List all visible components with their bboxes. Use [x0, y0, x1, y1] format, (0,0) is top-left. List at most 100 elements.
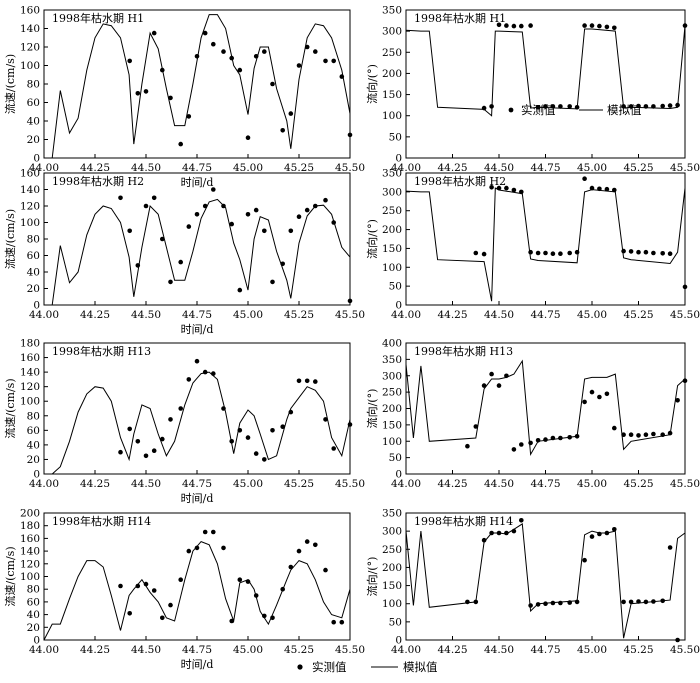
x-tick-label: 45.00	[233, 644, 263, 656]
y-tick-label: 60	[27, 596, 40, 608]
chart-panel-1: 44.00 44.25 44.50 44.75 45.00 45.25 45.50 0 20 40…	[3, 5, 365, 190]
y-tick-label: 160	[20, 533, 40, 545]
y-tick-label: 250	[382, 387, 402, 399]
observed-point	[221, 406, 226, 411]
x-tick-label: 44.50	[131, 478, 161, 490]
x-tick-label: 44.25	[437, 162, 467, 174]
y-tick-label: 80	[27, 234, 40, 246]
y-tick-label: 200	[382, 562, 402, 574]
chart-panel-8: 44.00 44.25 44.50 44.75 45.00 45.25 45.50 0 50 10…	[365, 508, 700, 657]
observed-point	[288, 228, 294, 234]
y-tick-label: 200	[20, 508, 40, 520]
observed-point	[574, 599, 580, 605]
chart-panels: 44.00 44.25 44.50 44.75 45.00 45.25 45.5002040…	[3, 5, 700, 672]
y-tick-label: 50	[389, 616, 402, 628]
observed-point	[331, 446, 337, 451]
plot-frame	[405, 342, 686, 475]
x-tick-label: 44.75	[530, 644, 560, 656]
observed-point	[612, 425, 617, 431]
observed-point	[143, 89, 149, 94]
x-tick-label: 45.00	[577, 644, 607, 656]
observed-point	[535, 105, 541, 110]
x-tick-label: 44.00	[391, 309, 421, 321]
y-tick-label: 50	[389, 452, 402, 464]
observed-point	[504, 373, 509, 379]
x-tick-label: 44.75	[530, 162, 560, 174]
observed-point	[160, 236, 165, 242]
observed-point	[574, 105, 580, 110]
observed-point	[143, 203, 149, 209]
observed-point	[237, 428, 243, 433]
observed-point	[628, 249, 634, 254]
observed-point	[612, 527, 617, 532]
x-tick-label: 45.25	[623, 478, 653, 490]
observed-point	[202, 529, 208, 535]
simulated-series-line	[44, 198, 351, 306]
y-tick-label: 350	[382, 508, 402, 520]
observed-point	[262, 49, 267, 54]
observed-point	[682, 378, 688, 384]
observed-point	[589, 389, 595, 395]
observed-point	[288, 564, 294, 570]
observed-point	[202, 30, 208, 36]
observed-point	[229, 221, 234, 227]
observed-point	[221, 545, 226, 551]
y-tick-label: 20	[27, 134, 40, 146]
observed-point	[496, 383, 502, 388]
x-axis-label: 时间/d	[181, 658, 214, 671]
observed-point	[675, 637, 680, 643]
observed-point	[636, 103, 641, 109]
y-tick-label: 350	[382, 5, 402, 17]
observed-point	[221, 203, 226, 209]
x-tick-label: 45.00	[233, 309, 263, 321]
x-tick-label: 44.75	[182, 162, 212, 174]
observed-point	[481, 537, 487, 543]
observed-point	[473, 599, 479, 605]
x-tick-label: 45.00	[577, 162, 607, 174]
chart-panel-5: 44.00 44.25 44.50 44.75 45.00 45.25 45.50 0 20 40…	[3, 338, 365, 506]
y-tick-label: 100	[382, 110, 402, 122]
observed-point	[304, 378, 310, 384]
observed-point	[621, 432, 626, 438]
x-tick-label: 44.25	[80, 644, 110, 656]
y-tick-label: 160	[20, 352, 40, 364]
y-tick-label: 140	[20, 367, 40, 379]
observed-point	[211, 529, 216, 535]
observed-point	[253, 593, 259, 598]
observed-point	[465, 443, 470, 449]
observed-point	[643, 599, 649, 605]
y-tick-label: 60	[27, 425, 40, 437]
chart-panel-3: 44.00 44.25 44.50 44.75 45.00 45.25 45.50 0 20 40…	[3, 168, 365, 337]
observed-point	[331, 58, 337, 64]
panel-title: 1998年枯水期 H2	[52, 174, 144, 188]
observed-point	[253, 54, 259, 59]
chart-panel-6: 44.00 44.25 44.50 44.75 45.00 45.25 45.50 0 50 10…	[365, 338, 700, 491]
observed-point	[186, 224, 192, 229]
simulated-series-line	[405, 523, 686, 639]
observed-point	[473, 424, 479, 429]
x-tick-label: 44.00	[29, 478, 59, 490]
observed-point	[528, 249, 533, 255]
simulated-series-line	[44, 14, 351, 159]
y-axis-label: 流速/(cm/s)	[3, 209, 17, 269]
observed-point	[582, 176, 587, 181]
observed-point	[481, 251, 487, 257]
observed-point	[636, 433, 641, 438]
observed-point	[245, 579, 251, 584]
observed-point	[296, 378, 302, 384]
observed-point	[323, 417, 328, 422]
y-tick-label: 0	[395, 300, 402, 312]
y-tick-label: 140	[20, 184, 40, 196]
x-tick-label: 45.25	[284, 162, 314, 174]
observed-point	[160, 436, 165, 442]
observed-point	[262, 613, 267, 619]
y-tick-label: 300	[382, 526, 402, 538]
y-tick-label: 80	[27, 584, 40, 596]
observed-point	[178, 406, 183, 411]
observed-point	[168, 602, 173, 608]
x-tick-label: 44.25	[80, 162, 110, 174]
observed-point	[135, 583, 141, 589]
x-tick-label: 44.75	[182, 478, 212, 490]
x-tick-label: 45.50	[335, 478, 365, 490]
observed-point	[489, 530, 494, 536]
